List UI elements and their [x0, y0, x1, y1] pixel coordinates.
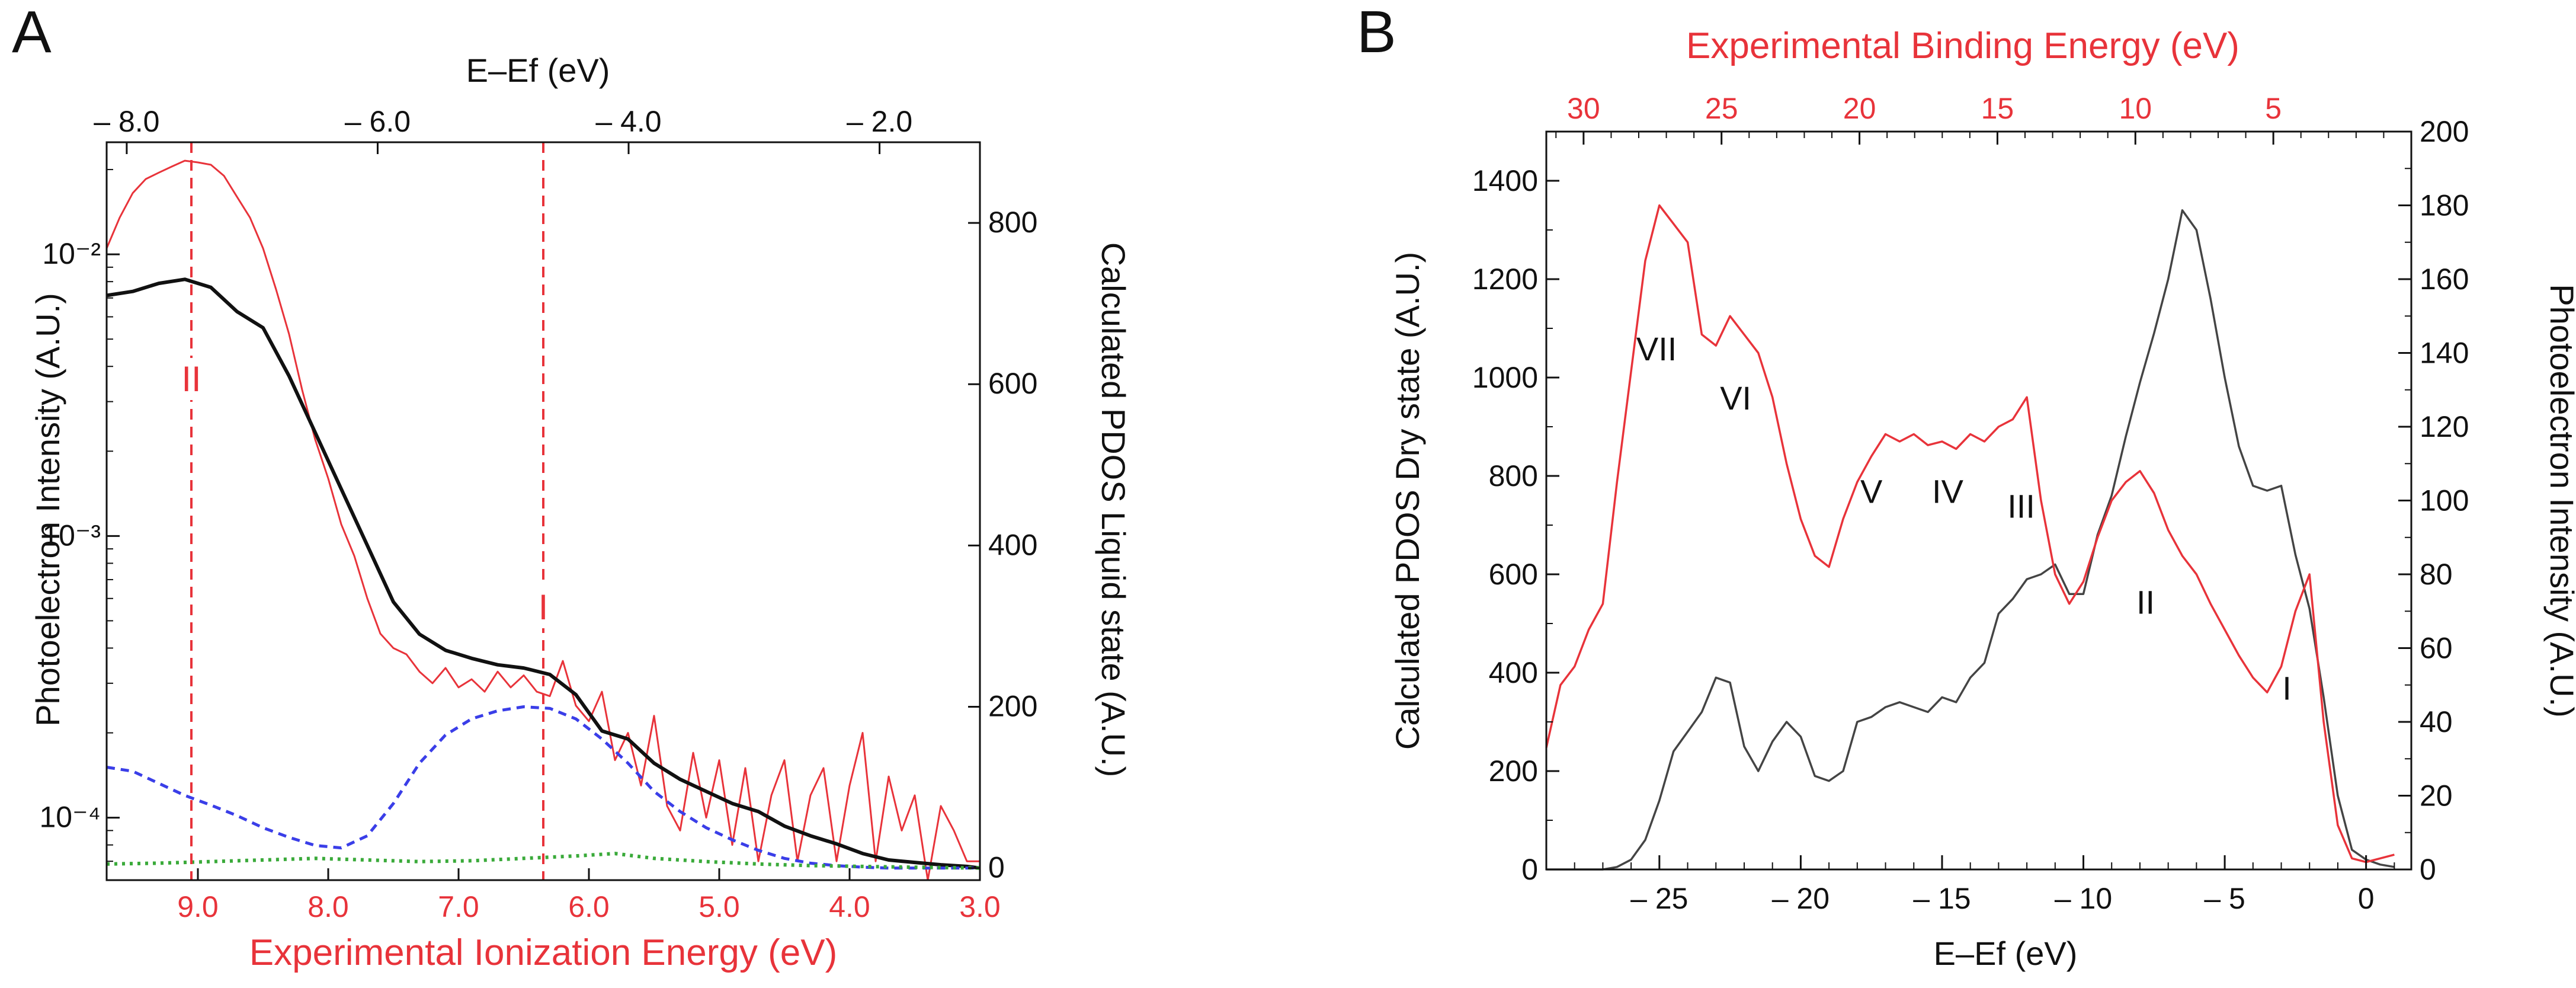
- panel-b-top-tick-label: 5: [2265, 92, 2282, 125]
- panel-a-bottom-tick-label: 8.0: [307, 890, 349, 923]
- panel-b-right-tick-label: 180: [2420, 189, 2469, 222]
- panel-b-series-0: [1546, 209, 2395, 871]
- panel-a-bottom-tick-label: 9.0: [177, 890, 219, 923]
- panel-b-top-tick-label: 20: [1843, 92, 1876, 125]
- panel-b-series-1: [1545, 204, 2395, 864]
- panel-a-bottom-axis-label: Experimental Ionization Energy (eV): [249, 932, 837, 973]
- panel-b-bottom-tick-label: – 25: [1630, 882, 1688, 915]
- panel-a-series-3: [106, 852, 981, 870]
- panel-a-bottom-tick-label: 6.0: [568, 890, 610, 923]
- panel-b-peak-label-2: V: [1860, 473, 1883, 510]
- panel-b-top-tick-label: 30: [1567, 92, 1600, 125]
- panel-a-top-axis-label: E–Ef (eV): [466, 52, 610, 89]
- panel-b-peak-label-5: II: [2136, 583, 2155, 621]
- panel-b-right-tick-label: 80: [2420, 558, 2453, 591]
- panel-a-top-tick-label: – 8.0: [94, 105, 159, 138]
- panel-b-top-tick-label: 15: [1981, 92, 2014, 125]
- panel-b-top-tick-label: 25: [1705, 92, 1738, 125]
- panel-b-left-tick-label: 600: [1489, 558, 1538, 591]
- panel-b-right-tick-label: 20: [2420, 779, 2453, 813]
- panel-a-bottom-tick-label: 5.0: [699, 890, 740, 923]
- panel-b-bottom-tick-label: – 5: [2204, 882, 2245, 915]
- panel-b-peak-label-3: IV: [1932, 473, 1964, 510]
- panel-a-right-tick-label: 600: [988, 367, 1037, 400]
- panel-a-right-tick-label: 400: [988, 528, 1037, 561]
- panel-b-top-tick-label: 10: [2119, 92, 2152, 125]
- panel-b-left-tick-label: 0: [1521, 853, 1538, 886]
- panel-b-peak-label-0: VII: [1636, 330, 1677, 367]
- panel-a-bottom-tick-label: 3.0: [959, 890, 1001, 923]
- panel-b-right-tick-label: 100: [2420, 484, 2469, 517]
- panel-b-left-tick-label: 1200: [1472, 263, 1538, 296]
- panel-b-left-tick-label: 200: [1489, 754, 1538, 788]
- panel-a-marker-label-1: I: [539, 587, 549, 627]
- panel-a-marker-label-bg-1: [536, 586, 551, 628]
- panel-b-right-tick-label: 60: [2420, 632, 2453, 665]
- panel-a-frame: [105, 141, 981, 881]
- panel-a-bottom-tick-label: 7.0: [438, 890, 479, 923]
- panel-a-right-tick-label: 800: [988, 206, 1037, 239]
- panel-a-left-tick-label: 10⁻²: [42, 237, 101, 270]
- panel-b-left-tick-label: 800: [1489, 459, 1538, 493]
- panel-b-left-axis-label: Calculated PDOS Dry state (A.U.): [1389, 252, 1426, 750]
- panel-b-right-axis-label: Photoelectron Intensity (A.U.): [2543, 284, 2576, 717]
- panel-a-top-tick-label: – 4.0: [595, 105, 661, 138]
- panel-b-left-tick-label: 1000: [1472, 361, 1538, 394]
- panel-a-left-axis-label: Photoelectron Intensity (A.U.): [29, 293, 66, 726]
- panel-label-a: A: [12, 0, 52, 65]
- panel-a-top-tick-label: – 2.0: [847, 105, 912, 138]
- panel-a-top-tick-label: – 6.0: [345, 105, 411, 138]
- panel-b-bottom-axis-label: E–Ef (eV): [1934, 935, 2078, 972]
- panel-b-right-tick-label: 160: [2420, 263, 2469, 296]
- panel-b-top-axis-label: Experimental Binding Energy (eV): [1686, 25, 2239, 66]
- panel-b-right-tick-label: 0: [2420, 853, 2436, 886]
- panel-b-right-tick-label: 40: [2420, 705, 2453, 738]
- panel-a-right-tick-label: 0: [988, 851, 1005, 884]
- chart-panel-b: – 25– 20– 15– 10– 5 030 25 20 15 10 5020040060…: [1389, 25, 2576, 972]
- panel-b-ticks: – 25– 20– 15– 10– 5 030 25 20 15 10 5020040060…: [1472, 92, 2469, 915]
- panel-b-bottom-tick-label: – 15: [1913, 882, 1971, 915]
- panel-a-right-tick-label: 200: [988, 689, 1037, 722]
- panel-b-right-tick-label: 120: [2420, 410, 2469, 443]
- panel-b-frame: [1545, 130, 2412, 871]
- panel-a-left-tick-label: 10⁻⁴: [40, 801, 101, 834]
- panel-a-left-tick-label: 10⁻³: [42, 519, 101, 552]
- panel-a-marker-label-bg-0: [179, 358, 204, 400]
- panel-b-series: [1545, 204, 2395, 871]
- panel-b-peak-label-4: III: [2007, 488, 2035, 525]
- panel-b-bottom-tick-label: – 20: [1772, 882, 1830, 915]
- panel-label-b: B: [1357, 0, 1396, 65]
- panel-a-markers: III: [179, 142, 551, 880]
- panel-a-ticks: 9.0 8.0 7.0 6.0 5.0 4.0 3.0 – 8.0 – 6.0 – 4.0 – 2.…: [40, 105, 1038, 923]
- panel-b-bottom-tick-label: – 10: [2055, 882, 2112, 915]
- panel-b-left-tick-label: 400: [1489, 656, 1538, 689]
- panel-a-right-axis-label: Calculated PDOS Liquid state (A.U.): [1095, 242, 1132, 778]
- panel-b-right-tick-label: 140: [2420, 337, 2469, 370]
- panel-a-series-1: [106, 277, 981, 870]
- panel-a-bottom-tick-label: 4.0: [829, 890, 870, 923]
- chart-panel-a: III 9.0 8.0 7.0 6.0 5.0 4.0 3.0– 8.0– 6.0– 4.0…: [29, 52, 1132, 973]
- panel-b-right-tick-label: 200: [2420, 115, 2469, 148]
- panel-b-peak-label-6: I: [2282, 670, 2292, 707]
- panel-a-marker-label-0: II: [181, 359, 201, 399]
- panel-b-left-tick-label: 1400: [1472, 164, 1538, 197]
- panel-b-peak-label-1: VI: [1720, 379, 1751, 417]
- panel-b-bottom-tick-label: 0: [2358, 882, 2375, 915]
